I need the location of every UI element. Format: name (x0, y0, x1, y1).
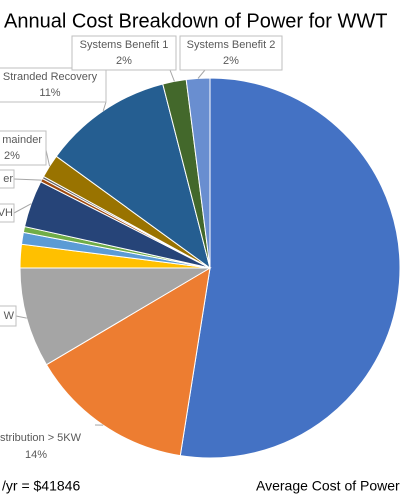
category-label: W (4, 310, 15, 322)
category-label: Systems Benefit 1 (80, 39, 169, 51)
leader-line (13, 203, 32, 214)
leader-line (45, 149, 51, 167)
leader-line (102, 101, 107, 112)
leader-line (197, 69, 206, 79)
pie-slice (179, 77, 400, 459)
pie-slice (55, 83, 211, 270)
pie-slice (19, 267, 212, 366)
chart-title: Annual Cost Breakdown of Power for WWT (4, 10, 387, 32)
label-box (71, 35, 177, 71)
value-label: 2% (4, 150, 20, 162)
annotation: Average Cost of Power (256, 478, 400, 494)
category-label: er (3, 173, 13, 185)
leader-line (13, 178, 42, 181)
category-label: stribution > 5KW (0, 432, 82, 444)
value-label: 2% (223, 55, 239, 67)
pie-slice (45, 267, 211, 457)
label-box (0, 169, 15, 189)
label-box (179, 35, 283, 71)
label-box (0, 130, 47, 166)
leader-line (169, 69, 175, 82)
value-label: 14% (25, 449, 47, 461)
category-label: VH (0, 207, 13, 219)
label-box (0, 67, 107, 103)
value-label: 2% (116, 55, 132, 67)
annotation: /yr = $41846 (2, 478, 80, 494)
category-label: Stranded Recovery (3, 71, 98, 83)
leader-line (15, 315, 27, 319)
value-label: 11% (39, 87, 60, 99)
category-label: mainder (2, 134, 42, 146)
category-label: Systems Benefit 2 (187, 39, 276, 51)
label-box (0, 305, 17, 327)
label-box (0, 203, 15, 223)
